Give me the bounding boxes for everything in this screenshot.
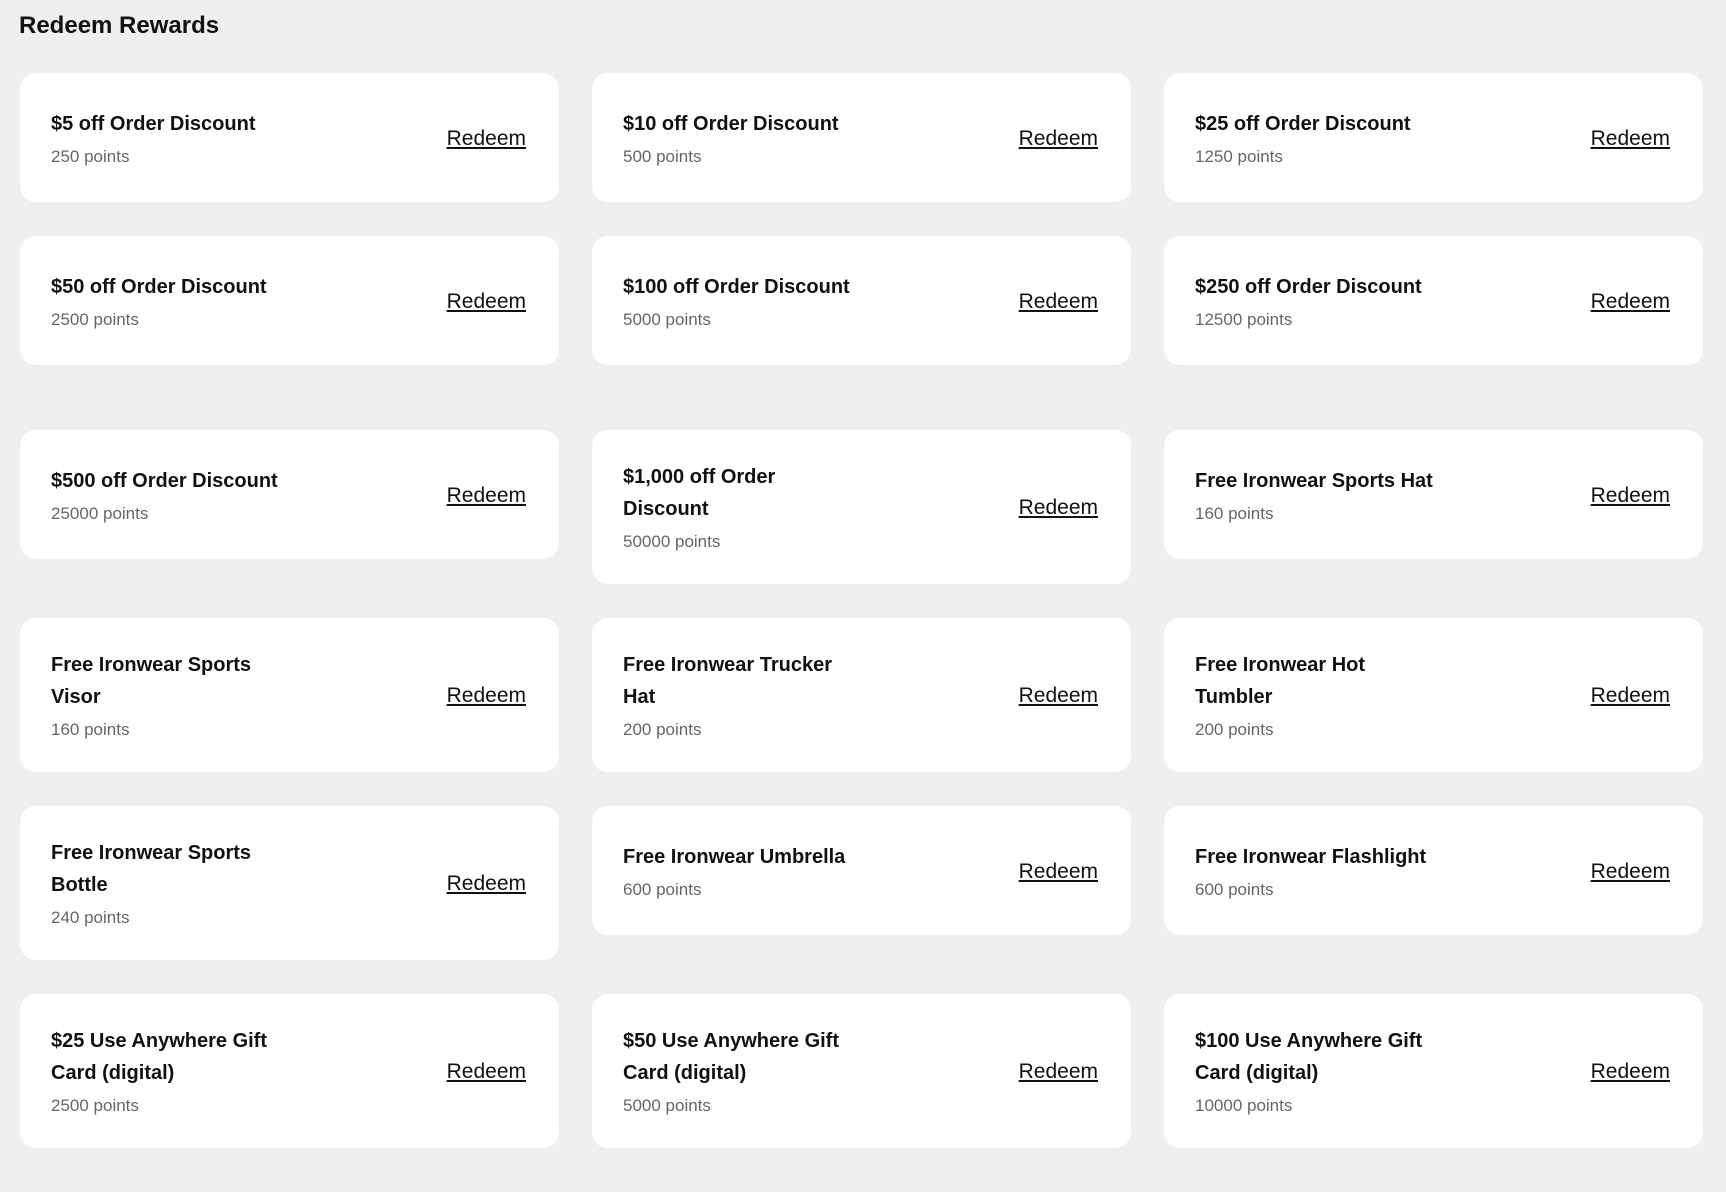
reward-title: Free Ironwear Sports Hat [1195,469,1433,492]
reward-title: $5 off Order Discount [51,112,256,135]
reward-info: $50 off Order Discount 2500 points [51,271,267,333]
reward-card: $500 off Order Discount 25000 points Redee… [20,430,559,559]
rewards-grid-discounts: $5 off Order Discount 250 points Redeem $10… [20,73,1705,365]
reward-points: 5000 points [623,309,711,329]
reward-card: $10 off Order Discount 500 points Redeem [592,73,1131,202]
reward-points: 200 points [1195,720,1274,739]
reward-card: $1,000 off Order Discount 50000 points Red… [592,430,1131,584]
reward-card: $100 Use Anywhere Gift Card (digital) 100… [1164,994,1703,1148]
redeem-link[interactable]: Redeem [446,289,526,313]
reward-card: $100 off Order Discount 5000 points Redeem [592,236,1131,365]
reward-card: Free Ironwear Sports Visor 160 points Rede… [20,618,559,772]
reward-title: $10 off Order Discount [623,112,839,135]
reward-info: Free Ironwear Trucker Hat 200 points [623,649,832,743]
page-title: Redeem Rewards [19,12,220,39]
rewards-grid-items: $500 off Order Discount 25000 points Redee… [20,430,1705,1148]
reward-title: Free Ironwear Sports Bottle [51,842,252,896]
redeem-link[interactable]: Redeem [446,872,526,895]
reward-title: Free Ironwear Trucker Hat [623,654,832,708]
reward-title: $1,000 off Order Discount [623,466,776,520]
reward-info: $250 off Order Discount 12500 points [1195,271,1422,333]
reward-title: Free Ironwear Umbrella [623,845,846,868]
reward-points: 160 points [1195,503,1274,523]
reward-info: $1,000 off Order Discount 50000 points [623,461,775,555]
reward-title: $25 off Order Discount [1195,112,1411,135]
reward-info: Free Ironwear Hot Tumbler 200 points [1195,649,1365,743]
reward-card: Free Ironwear Hot Tumbler 200 points Redee… [1164,618,1703,772]
reward-points: 200 points [623,720,702,739]
reward-info: Free Ironwear Sports Bottle 240 points [51,837,251,931]
reward-points: 10000 points [1195,1096,1293,1115]
redeem-link[interactable]: Redeem [1018,496,1098,519]
reward-title: Free Ironwear Sports Visor [51,654,252,708]
reward-title: $50 off Order Discount [51,275,267,298]
reward-info: $10 off Order Discount 500 points [623,108,839,170]
reward-info: $100 Use Anywhere Gift Card (digital) 100… [1195,1025,1422,1119]
reward-points: 500 points [623,146,702,166]
reward-points: 25000 points [51,503,149,523]
redeem-link[interactable]: Redeem [1018,684,1098,707]
redeem-link[interactable]: Redeem [1590,684,1670,707]
reward-points: 5000 points [623,1096,711,1115]
redeem-link[interactable]: Redeem [446,1060,526,1083]
redeem-link[interactable]: Redeem [1590,483,1670,507]
reward-info: Free Ironwear Umbrella 600 points [623,841,845,903]
redeem-link[interactable]: Redeem [446,483,526,507]
reward-points: 2500 points [51,309,139,329]
reward-info: Free Ironwear Sports Visor 160 points [51,649,251,743]
reward-points: 600 points [623,879,702,899]
reward-card: $250 off Order Discount 12500 points Redee… [1164,236,1703,365]
reward-points: 2500 points [51,1096,139,1115]
reward-info: Free Ironwear Flashlight 600 points [1195,841,1426,903]
redeem-link[interactable]: Redeem [1018,859,1098,883]
reward-title: $100 Use Anywhere Gift Card (digital) [1195,1030,1423,1084]
redeem-link[interactable]: Redeem [1018,289,1098,313]
reward-title: Free Ironwear Flashlight [1195,845,1427,868]
redeem-link[interactable]: Redeem [1018,126,1098,150]
reward-info: Free Ironwear Sports Hat 160 points [1195,465,1433,527]
reward-points: 1250 points [1195,146,1283,166]
reward-info: $5 off Order Discount 250 points [51,108,255,170]
reward-card: $25 Use Anywhere Gift Card (digital) 2500… [20,994,559,1148]
reward-title: $25 Use Anywhere Gift Card (digital) [51,1030,268,1084]
reward-info: $100 off Order Discount 5000 points [623,271,850,333]
reward-card: $25 off Order Discount 1250 points Redeem [1164,73,1703,202]
reward-card: $50 off Order Discount 2500 points Redeem [20,236,559,365]
redeem-link[interactable]: Redeem [1590,1060,1670,1083]
reward-info: $500 off Order Discount 25000 points [51,465,278,527]
reward-card: Free Ironwear Flashlight 600 points Redeem [1164,806,1703,935]
redeem-link[interactable]: Redeem [1590,126,1670,150]
reward-title: $100 off Order Discount [623,275,850,298]
reward-title: $250 off Order Discount [1195,275,1422,298]
redeem-link[interactable]: Redeem [1018,1060,1098,1083]
reward-points: 600 points [1195,879,1274,899]
reward-card: $50 Use Anywhere Gift Card (digital) 5000… [592,994,1131,1148]
reward-info: $50 Use Anywhere Gift Card (digital) 5000… [623,1025,839,1119]
reward-info: $25 off Order Discount 1250 points [1195,108,1411,170]
reward-points: 160 points [51,720,130,739]
reward-points: 50000 points [623,532,721,551]
reward-points: 250 points [51,146,130,166]
reward-card: $5 off Order Discount 250 points Redeem [20,73,559,202]
redeem-link[interactable]: Redeem [446,126,526,150]
redeem-link[interactable]: Redeem [446,684,526,707]
reward-points: 12500 points [1195,309,1293,329]
reward-card: Free Ironwear Trucker Hat 200 points Redee… [592,618,1131,772]
reward-card: Free Ironwear Sports Hat 160 points Redeem [1164,430,1703,559]
reward-title: $500 off Order Discount [51,469,278,492]
reward-card: Free Ironwear Umbrella 600 points Redeem [592,806,1131,935]
reward-points: 240 points [51,908,130,927]
reward-info: $25 Use Anywhere Gift Card (digital) 2500… [51,1025,267,1119]
reward-title: $50 Use Anywhere Gift Card (digital) [623,1030,840,1084]
reward-title: Free Ironwear Hot Tumbler [1195,654,1366,708]
redeem-link[interactable]: Redeem [1590,289,1670,313]
redeem-link[interactable]: Redeem [1590,859,1670,883]
reward-card: Free Ironwear Sports Bottle 240 points Red… [20,806,559,960]
